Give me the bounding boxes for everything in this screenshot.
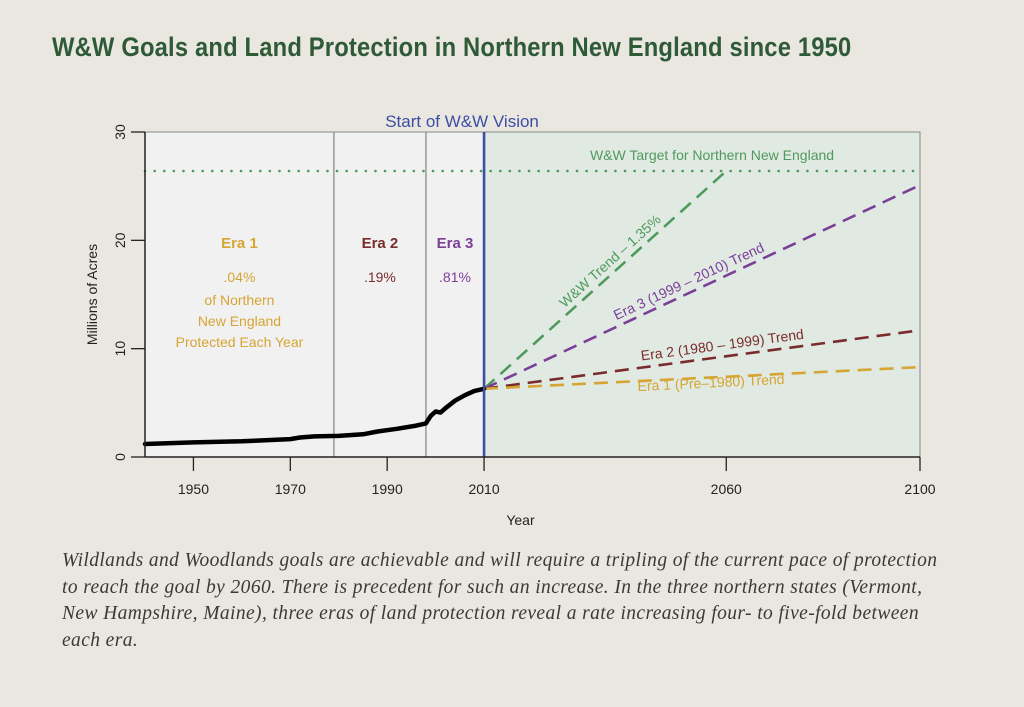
era-3-rate: .81% — [439, 269, 471, 285]
trend-line-3 — [483, 328, 921, 391]
plot-background — [144, 131, 921, 458]
era-1-description-line: of Northern — [204, 292, 274, 308]
target-group: W&W Target for Northern New England — [143, 147, 922, 173]
trend-label-4: Era 1 (Pre–1980) Trend — [637, 371, 785, 394]
era-2-rate: .19% — [364, 269, 396, 285]
trend-line-2 — [483, 183, 921, 390]
era-1-description-line: Protected Each Year — [176, 334, 304, 350]
x-tick-label: 1970 — [275, 481, 306, 497]
era-1-description-line: New England — [198, 313, 281, 329]
y-tick-label: 30 — [112, 124, 128, 140]
trend-line-4 — [483, 365, 921, 391]
figure-caption: Wildlands and Woodlands goals are achiev… — [62, 550, 938, 651]
era-1-name: Era 1 — [221, 235, 258, 252]
projection-region — [483, 131, 921, 458]
era-labels: Era 1 .04% of Northern New England Protected… — [176, 235, 474, 350]
era-2-name: Era 2 — [362, 235, 399, 252]
history-region — [144, 131, 485, 458]
x-tick-label: 2100 — [904, 481, 935, 497]
x-tick-label: 1990 — [372, 481, 403, 497]
vision-label: Start of W&W Vision — [385, 112, 539, 131]
x-tick-label: 2060 — [711, 481, 742, 497]
target-label: W&W Target for Northern New England — [590, 147, 834, 163]
y-tick-label: 20 — [112, 232, 128, 248]
y-axis-label: Millions of Acres — [84, 244, 100, 345]
era-3-name: Era 3 — [437, 235, 474, 252]
y-tick-label: 0 — [112, 453, 128, 461]
chart-title: W&W Goals and Land Protection in Norther… — [52, 32, 852, 62]
y-tick-label: 10 — [112, 341, 128, 357]
x-tick-label: 1950 — [178, 481, 209, 497]
trend-line-1 — [483, 170, 728, 390]
x-tick-label: 2010 — [468, 481, 499, 497]
history-line — [142, 386, 487, 447]
x-axis-label: Year — [506, 512, 535, 528]
history-group — [142, 386, 487, 447]
era-1-rate: .04% — [223, 269, 255, 285]
